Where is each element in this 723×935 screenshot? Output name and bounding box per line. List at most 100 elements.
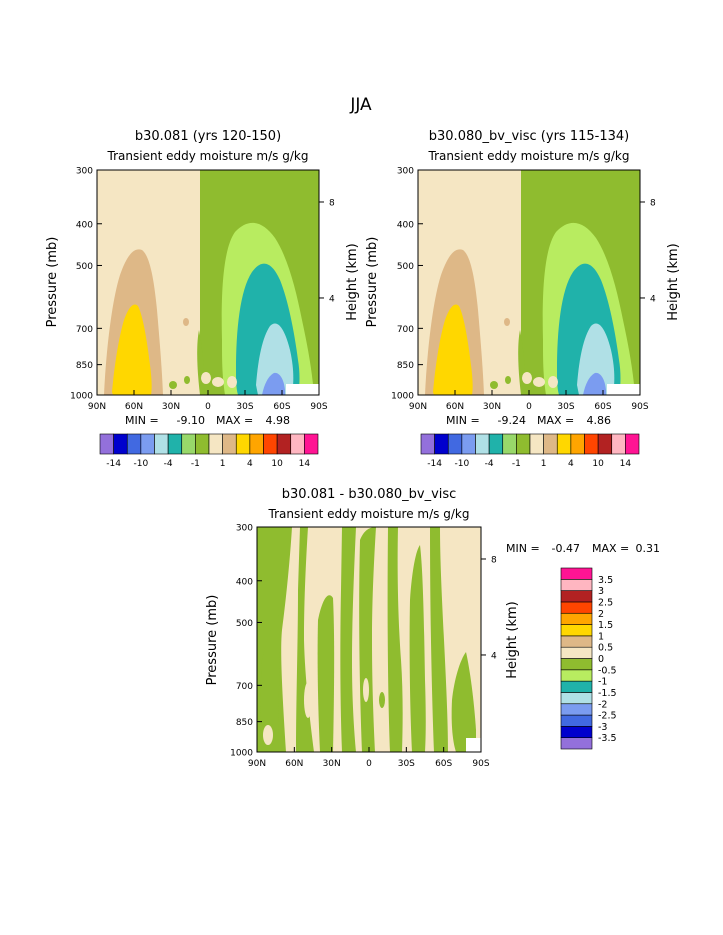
colorbar-label: -14 bbox=[106, 459, 121, 469]
y-tick-label: 850 bbox=[236, 718, 253, 728]
colorbar-label: -1 bbox=[191, 459, 200, 469]
colorbar-box bbox=[99, 433, 114, 455]
colorbar-label: -3 bbox=[598, 722, 607, 733]
min-value: -9.10 bbox=[177, 414, 205, 427]
contour-fills bbox=[418, 170, 640, 395]
fill-green-dark bbox=[379, 692, 385, 708]
fill-background bbox=[548, 376, 558, 388]
x-tick-label: 90N bbox=[409, 402, 427, 412]
colorbar-box bbox=[560, 567, 593, 580]
y2-tick-label: 4 bbox=[650, 294, 656, 304]
colorbar-box bbox=[488, 433, 504, 455]
fill-background bbox=[201, 372, 211, 384]
fill-green-dark bbox=[505, 376, 511, 384]
colorbar-box bbox=[276, 433, 292, 455]
max-label: MAX = bbox=[537, 414, 574, 427]
chart-subtitle: Transient eddy moisture m/s g/kg bbox=[268, 507, 470, 521]
x-tick-label: 30S bbox=[236, 402, 253, 412]
colorbar-box bbox=[181, 433, 196, 455]
colorbar-label: 10 bbox=[592, 459, 604, 469]
fill-background bbox=[533, 377, 545, 387]
colorbar-box bbox=[529, 433, 544, 455]
colorbar-label: 3.5 bbox=[598, 575, 613, 586]
chart-subtitle: Transient eddy moisture m/s g/kg bbox=[107, 149, 309, 163]
colorbar-box bbox=[475, 433, 490, 455]
fill-tan bbox=[183, 318, 189, 326]
colorbar-box bbox=[560, 703, 593, 716]
fill-green-dark bbox=[490, 381, 498, 389]
colorbar-box bbox=[208, 433, 223, 455]
x-tick-label: 30S bbox=[398, 759, 415, 769]
chart-title: b30.081 - b30.080_bv_visc bbox=[282, 487, 457, 502]
fill-blue bbox=[262, 372, 285, 395]
colorbar-label: -4 bbox=[485, 459, 494, 469]
x-tick-label: 90S bbox=[472, 759, 489, 769]
y-tick-label: 300 bbox=[236, 524, 253, 534]
colorbar-label: 0.5 bbox=[598, 643, 613, 654]
panel-diff: b30.081 - b30.080_bv_visc Transient eddy… bbox=[205, 487, 660, 769]
max-value: 4.86 bbox=[587, 414, 612, 427]
min-label: MIN = bbox=[125, 414, 159, 427]
max-label: MAX = bbox=[216, 414, 253, 427]
chart-title: b30.081 (yrs 120-150) bbox=[135, 129, 281, 144]
y-tick-label: 400 bbox=[397, 220, 414, 230]
page-title: JJA bbox=[349, 95, 372, 115]
y-tick-label: 400 bbox=[76, 220, 93, 230]
x-tick-label: 60N bbox=[446, 402, 464, 412]
min-value: -9.24 bbox=[498, 414, 526, 427]
colorbar-box bbox=[560, 624, 593, 637]
colorbar-label: -2 bbox=[598, 699, 607, 710]
colorbar: -3.5-3-2.5-2-1.5-1-0.500.511.522.533.5 bbox=[560, 567, 617, 750]
fill-yellow bbox=[112, 304, 152, 395]
fill-background bbox=[522, 372, 532, 384]
fill-light-blue bbox=[577, 323, 615, 395]
y-tick-label: 850 bbox=[397, 361, 414, 371]
colorbar-box bbox=[420, 433, 435, 455]
contour-fills bbox=[257, 527, 481, 752]
y-tick-label: 500 bbox=[397, 262, 414, 272]
colorbar-box bbox=[560, 590, 593, 603]
colorbar-label: 4 bbox=[568, 459, 574, 469]
colorbar-label: 14 bbox=[620, 459, 632, 469]
x-tick-label: 90N bbox=[248, 759, 266, 769]
fill-background bbox=[212, 377, 224, 387]
y2-ticks: 84 bbox=[319, 198, 335, 304]
colorbar-box bbox=[560, 726, 593, 738]
fill-green-dark bbox=[340, 527, 356, 752]
fill-green-dark bbox=[451, 652, 476, 752]
x-tick-label: 60S bbox=[435, 759, 452, 769]
colorbar-box bbox=[560, 612, 593, 625]
fill-missing bbox=[607, 384, 640, 395]
fill-green-dark bbox=[317, 595, 335, 752]
colorbar-label: 1 bbox=[220, 459, 226, 469]
x-tick-label: 60N bbox=[125, 402, 143, 412]
x-tick-label: 0 bbox=[205, 402, 211, 412]
colorbar-box bbox=[154, 433, 169, 455]
x-ticks: 90N 60N 30N 0 30S 60S 90S bbox=[248, 747, 490, 769]
x-tick-label: 90S bbox=[631, 402, 648, 412]
colorbar-box bbox=[543, 433, 558, 455]
fill-green-dark bbox=[184, 376, 190, 384]
colorbar-label: 2 bbox=[598, 609, 604, 620]
x-tick-label: 90S bbox=[310, 402, 327, 412]
y-tick-label: 400 bbox=[236, 577, 253, 587]
colorbar-box bbox=[222, 433, 237, 455]
colorbar-label: -1 bbox=[512, 459, 521, 469]
y-tick-label: 700 bbox=[397, 325, 414, 335]
colorbar-box bbox=[560, 635, 593, 648]
y-axis-label: Pressure (mb) bbox=[45, 237, 60, 328]
y2-tick-label: 8 bbox=[329, 198, 335, 208]
y-ticks: 300 400 500 700 850 1000 bbox=[230, 524, 262, 759]
colorbar-label: -14 bbox=[427, 459, 442, 469]
y-tick-label: 1000 bbox=[230, 749, 253, 759]
fill-light-blue bbox=[256, 323, 294, 395]
chart-title: b30.080_bv_visc (yrs 115-134) bbox=[429, 129, 629, 144]
colorbar-label: 0 bbox=[598, 654, 604, 665]
min-label: MIN = bbox=[506, 542, 540, 555]
colorbar: -14 -10 -4 -1 1 4 10 14 bbox=[99, 433, 319, 469]
colorbar-box bbox=[556, 433, 572, 455]
colorbar-box bbox=[584, 433, 599, 455]
max-value: 0.31 bbox=[636, 542, 661, 555]
colorbar-box bbox=[126, 433, 142, 455]
min-label: MIN = bbox=[446, 414, 480, 427]
